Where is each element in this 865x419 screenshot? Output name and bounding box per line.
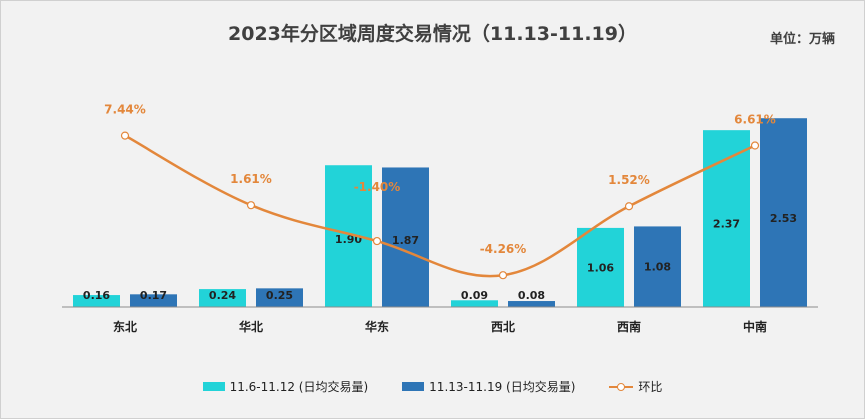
- line-series-mom: [124, 134, 756, 278]
- bar-value-label-s1-0: 0.16: [83, 289, 110, 302]
- line-point-4: [624, 202, 634, 211]
- bar-s2-0: [130, 294, 177, 307]
- line-value-label-4: 1.52%: [608, 173, 650, 187]
- bar-s1-0: [73, 295, 120, 307]
- bar-value-label-s2-0: 0.17: [140, 289, 167, 302]
- line-value-label-3: -4.26%: [480, 242, 527, 256]
- bar-s2-2: [382, 167, 429, 307]
- line-point-2: [372, 236, 382, 246]
- legend-label-line: 环比: [638, 380, 663, 394]
- bar-s1-1: [199, 289, 246, 307]
- legend-item-series-2: 11.13-11.19 (日均交易量): [402, 378, 575, 395]
- legend-item-series-1: 11.6-11.12 (日均交易量): [202, 378, 369, 395]
- bar-value-label-s1-4: 1.06: [587, 261, 614, 274]
- bar-s1-4: [577, 227, 624, 307]
- bar-s2-3: [508, 301, 555, 307]
- bar-s2-4: [634, 226, 681, 307]
- bar-value-label-s2-5: 2.53: [770, 212, 797, 225]
- line-point-3: [498, 271, 508, 280]
- legend-label-series-2: 11.13-11.19 (日均交易量): [429, 380, 576, 394]
- category-label-3: 西北: [491, 319, 515, 334]
- category-label-2: 华东: [365, 319, 389, 334]
- legend-label-series-1: 11.6-11.12 (日均交易量): [229, 380, 369, 394]
- category-label-1: 华北: [239, 319, 263, 334]
- line-point-1: [246, 201, 256, 210]
- legend-item-line: 环比: [609, 378, 662, 395]
- line-value-label-0: 7.44%: [104, 103, 146, 117]
- line-point-5: [750, 141, 760, 150]
- legend-swatch-series-2: [402, 382, 425, 391]
- category-label-5: 中南: [743, 319, 767, 334]
- unit-label: 单位：万辆: [769, 32, 835, 47]
- category-label-0: 东北: [113, 319, 137, 334]
- bar-value-label-s1-5: 2.37: [713, 217, 740, 230]
- line-value-label-2: -1.40%: [354, 180, 401, 194]
- line-value-label-5: 6.61%: [734, 113, 776, 127]
- bar-s1-3: [451, 300, 498, 307]
- chart-title: 2023年分区域周度交易情况（11.13-11.19）: [228, 23, 637, 45]
- legend-swatch-line: [609, 382, 634, 392]
- bar-value-label-s2-1: 0.25: [266, 289, 293, 302]
- category-label-4: 西南: [617, 319, 641, 334]
- bar-s2-1: [256, 288, 303, 307]
- bar-value-label-s1-3: 0.09: [461, 289, 488, 302]
- line-point-0: [120, 131, 130, 140]
- bar-value-label-s2-2: 1.87: [392, 234, 419, 247]
- legend-swatch-series-1: [202, 382, 225, 391]
- bar-value-label-s2-4: 1.08: [644, 261, 671, 274]
- bar-s1-2: [325, 165, 372, 307]
- bar-value-label-s1-1: 0.24: [209, 289, 236, 302]
- line-value-label-1: 1.61%: [230, 172, 272, 186]
- legend: 11.6-11.12 (日均交易量) 11.13-11.19 (日均交易量) 环…: [0, 378, 865, 395]
- bar-s2-5: [760, 118, 807, 307]
- bar-value-label-s2-3: 0.08: [518, 289, 545, 302]
